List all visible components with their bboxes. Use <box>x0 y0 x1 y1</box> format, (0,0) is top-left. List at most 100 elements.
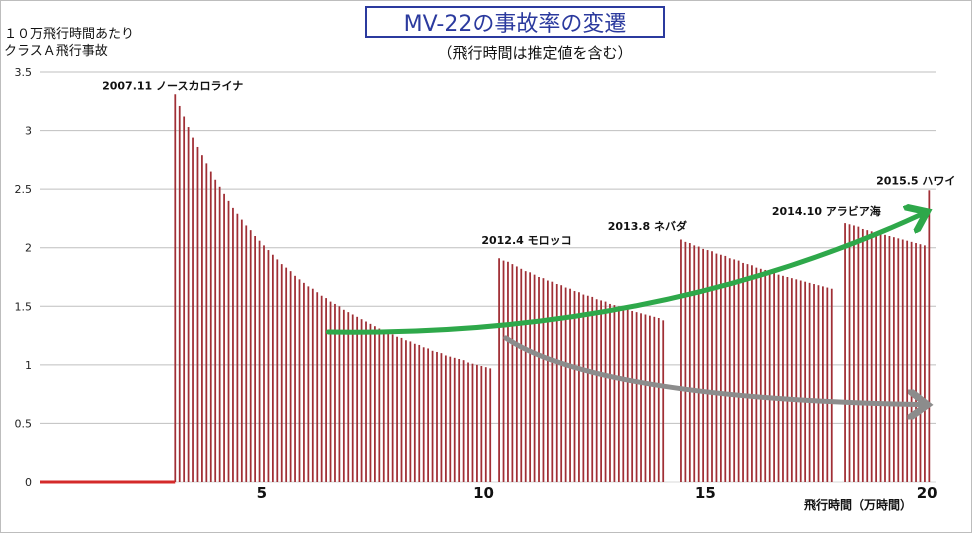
bar <box>538 277 540 482</box>
bar <box>746 264 749 482</box>
bar <box>351 314 354 482</box>
bar <box>591 296 594 482</box>
bar <box>662 320 665 482</box>
bar <box>280 264 283 482</box>
bar <box>187 127 190 483</box>
bar <box>928 190 931 483</box>
bar <box>657 318 660 482</box>
bar <box>684 241 687 482</box>
y-tick-label: 2 <box>25 242 32 255</box>
bar <box>467 362 469 482</box>
x-tick-labels: 5 10 15 20 <box>257 484 938 502</box>
bar <box>857 226 860 482</box>
bar <box>609 303 611 482</box>
bar <box>342 309 345 482</box>
bar <box>227 200 230 482</box>
bar <box>830 288 833 482</box>
bar <box>360 319 363 482</box>
bar <box>719 254 722 482</box>
bar <box>866 230 869 482</box>
bar <box>178 105 181 482</box>
bar <box>586 295 589 482</box>
bar <box>875 232 878 482</box>
bar <box>582 294 585 482</box>
bar <box>888 236 891 482</box>
bar <box>728 258 731 482</box>
bar <box>915 243 917 482</box>
bar <box>436 351 438 482</box>
bar <box>462 360 465 482</box>
trend-arrows-layer <box>325 214 922 405</box>
y-axis-label: １０万飛行時間あたり クラスＡ飛行事故 <box>4 26 134 60</box>
bar <box>795 279 798 482</box>
bar <box>422 347 425 482</box>
bar <box>311 288 314 482</box>
bar <box>782 275 784 482</box>
bar <box>196 146 199 482</box>
y-tick-labels: 0 0.5 1 1.5 2 2.5 3 3.5 <box>15 66 33 489</box>
bar <box>804 281 807 482</box>
bar <box>595 299 598 482</box>
bar <box>356 316 359 482</box>
bar <box>626 308 629 482</box>
increasing-trend-arrow <box>325 214 922 335</box>
bar <box>844 223 846 482</box>
bar <box>848 224 851 483</box>
bar <box>254 236 257 482</box>
bar <box>374 326 376 482</box>
bar <box>808 282 811 482</box>
bar <box>307 286 310 482</box>
y-tick-label: 3 <box>25 125 32 138</box>
bar <box>223 193 225 483</box>
bar <box>294 275 296 482</box>
bar <box>742 262 744 482</box>
bar <box>484 367 487 482</box>
bar <box>635 312 638 482</box>
bar <box>325 298 327 482</box>
bar <box>369 323 372 482</box>
bar <box>440 353 443 482</box>
y-tick-label: 0.5 <box>15 417 33 430</box>
bar <box>413 343 416 482</box>
bar <box>334 303 336 482</box>
event-annotation: 2007.11 ノースカロライナ <box>102 80 243 93</box>
x-tick-label: 20 <box>917 484 938 502</box>
bar <box>431 350 434 482</box>
x-tick-label: 10 <box>473 484 494 502</box>
bar <box>697 246 700 482</box>
bar <box>901 239 904 482</box>
bars-layer <box>174 94 931 483</box>
bar <box>382 330 385 482</box>
bar <box>853 225 855 482</box>
bar <box>511 264 514 482</box>
bar <box>298 279 301 482</box>
bar <box>391 334 394 482</box>
bar <box>205 163 208 482</box>
x-tick-label: 5 <box>257 484 267 502</box>
bar <box>569 288 571 482</box>
bar <box>174 94 177 482</box>
bar <box>555 284 558 482</box>
bar <box>245 225 248 482</box>
bar <box>546 280 549 482</box>
bar <box>764 269 767 482</box>
bar <box>622 307 625 482</box>
bar <box>649 315 651 482</box>
annotations-layer: 2007.11 ノースカロライナ 2012.4 モロッコ 2013.8 ネバダ 201… <box>102 80 955 248</box>
bar <box>773 272 775 482</box>
bar <box>617 306 620 482</box>
bar <box>453 357 456 482</box>
bar <box>471 363 474 482</box>
bar <box>542 278 545 482</box>
chart-title: MV-22の事故率の変遷 <box>403 12 627 37</box>
bar <box>711 251 713 482</box>
bar <box>600 300 602 482</box>
bar <box>316 292 319 482</box>
bar <box>183 116 186 482</box>
bar <box>458 359 461 482</box>
bar <box>418 344 421 482</box>
bar <box>285 267 288 482</box>
bar <box>507 261 509 482</box>
bar <box>822 286 824 482</box>
